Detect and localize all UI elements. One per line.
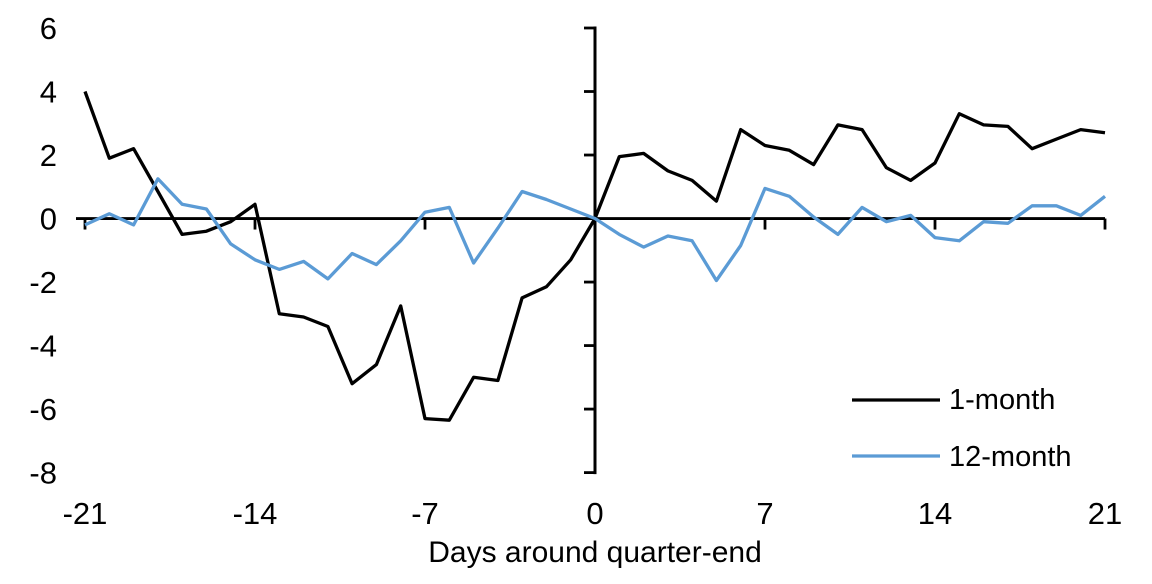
y-tick-label: -4 [29,329,57,364]
y-tick-label: 4 [40,75,57,110]
x-tick-label: 7 [756,496,773,531]
legend-label-1-month: 1-month [949,384,1055,416]
x-axis-title: Days around quarter-end [428,536,762,569]
y-tick-label: -8 [29,456,57,491]
legend: 1-month 12-month [852,384,1072,473]
x-axis-tick-labels: -21 -14 -7 0 7 14 21 [63,496,1123,531]
legend-label-12-month: 12-month [949,441,1072,473]
y-axis-tick-labels: 6 4 2 0 -2 -4 -6 -8 [29,11,57,491]
y-tick-label: -6 [29,392,57,427]
x-tick-label: -7 [411,496,439,531]
y-tick-label: 2 [40,138,57,173]
y-tick-label: 0 [40,202,57,237]
series-line-12-month [84,177,1107,283]
x-axis [76,217,1107,230]
y-tick-label: 6 [40,11,57,46]
x-tick-label: 21 [1088,496,1122,531]
y-tick-label: -2 [29,265,57,300]
x-tick-label: 0 [586,496,603,531]
plot-series [83,90,1107,422]
x-tick-label: -21 [63,496,108,531]
y-axis [584,26,597,475]
x-tick-label: 14 [918,496,952,531]
x-tick-label: -14 [233,496,278,531]
